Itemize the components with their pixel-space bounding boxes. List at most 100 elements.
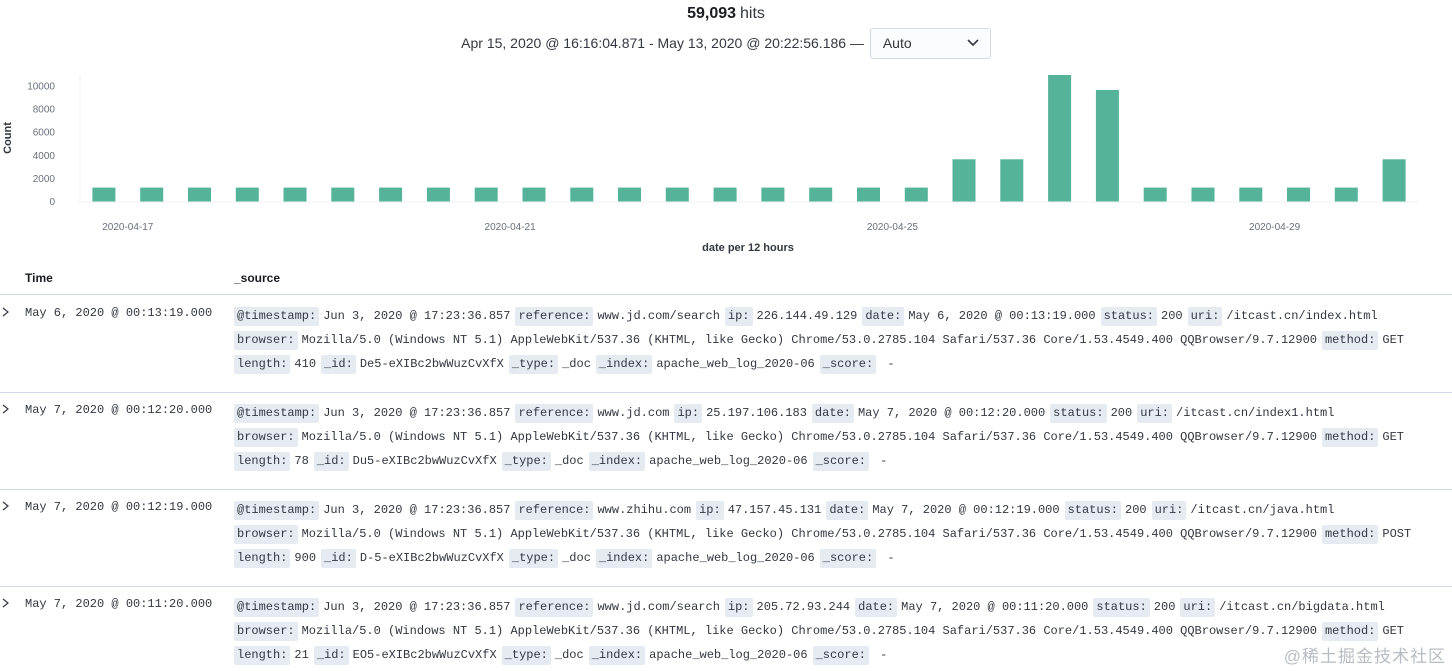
field-value: Mozilla/5.0 (Windows NT 5.1) AppleWebKit… — [301, 333, 1317, 347]
histogram-bar[interactable] — [379, 187, 403, 202]
x-axis: 2020-04-17 2020-04-21 2020-04-25 2020-04-29… — [80, 201, 1418, 233]
field-key: length: — [234, 452, 291, 471]
field-value: /itcast.cn/index1.html — [1176, 406, 1335, 420]
field-value: /itcast.cn/java.html — [1190, 503, 1335, 517]
time-range-text: Apr 15, 2020 @ 16:16:04.871 - May 13, 20… — [461, 35, 864, 52]
field-key: reference: — [515, 501, 594, 520]
histogram-bar[interactable] — [665, 187, 689, 202]
histogram-bar[interactable] — [570, 187, 594, 202]
field-value: GET — [1382, 624, 1405, 638]
field-key: _score: — [819, 355, 877, 374]
histogram-bars — [92, 75, 1406, 202]
histogram-bar[interactable] — [522, 187, 546, 202]
field-key: uri: — [1187, 307, 1223, 326]
hits-label: hits — [740, 5, 765, 22]
field-value: /itcast.cn/bigdata.html — [1219, 600, 1385, 614]
interval-select[interactable]: Auto — [869, 27, 991, 59]
field-key: _index: — [588, 452, 646, 471]
field-value: Mozilla/5.0 (Windows NT 5.1) AppleWebKit… — [301, 430, 1317, 444]
field-key: _index: — [588, 646, 646, 665]
y-axis-title: Count — [2, 122, 14, 154]
histogram-bar[interactable] — [809, 187, 833, 202]
histogram-bar[interactable] — [426, 187, 450, 202]
expand-row-icon[interactable] — [0, 499, 12, 513]
source-column-header: _source — [234, 271, 281, 285]
histogram-bar[interactable] — [140, 187, 164, 202]
field-key: _index: — [595, 549, 653, 568]
histogram-bar[interactable] — [618, 187, 641, 202]
expand-row-icon[interactable] — [0, 305, 12, 319]
field-value: - — [880, 551, 895, 565]
histogram-bar[interactable] — [235, 187, 259, 202]
field-value: apache_web_log_2020-06 — [649, 454, 808, 468]
time-column-header[interactable]: Time — [25, 271, 53, 285]
field-value: /itcast.cn/index.html — [1226, 309, 1378, 323]
field-key: _id: — [321, 549, 356, 568]
histogram-bar[interactable] — [904, 187, 928, 202]
field-key: status: — [1050, 404, 1107, 423]
histogram-bar[interactable] — [331, 187, 355, 202]
field-value: Mozilla/5.0 (Windows NT 5.1) AppleWebKit… — [301, 527, 1317, 541]
histogram-bar[interactable] — [1334, 187, 1358, 202]
x-axis-title: date per 12 hours — [702, 242, 794, 254]
field-key: ip: — [674, 404, 703, 423]
table-row[interactable]: May 7, 2020 @ 00:12:19.000 @timestamp: Jun… — [0, 490, 1452, 587]
histogram-bar[interactable] — [761, 187, 785, 202]
histogram-bar[interactable] — [857, 187, 880, 202]
field-value: 200 — [1110, 406, 1133, 420]
histogram-bar[interactable] — [1287, 187, 1310, 202]
histogram-bar[interactable] — [1048, 75, 1072, 202]
table-row[interactable]: May 7, 2020 @ 00:11:20.000 @timestamp: Jun… — [0, 587, 1452, 671]
field-key: @timestamp: — [234, 501, 320, 520]
field-value: May 7, 2020 @ 00:12:20.000 — [857, 406, 1046, 420]
field-value: _doc — [562, 357, 591, 371]
field-key: method: — [1321, 428, 1379, 447]
histogram-bar[interactable] — [1191, 187, 1215, 202]
histogram-bar[interactable] — [1095, 90, 1119, 202]
field-key: ip: — [696, 501, 724, 520]
histogram-bar[interactable] — [952, 159, 976, 202]
histogram-bar[interactable] — [474, 187, 498, 202]
field-value: EO5-eXIBc2bwWuzCvXfX — [352, 648, 497, 662]
histogram-bar[interactable] — [1382, 159, 1406, 202]
histogram-bar[interactable] — [1239, 187, 1263, 202]
field-key: _score: — [819, 549, 877, 568]
watermark: @稀土掘金技术社区 — [1283, 647, 1446, 666]
field-key: _score: — [812, 452, 869, 471]
y-tick-label: 2000 — [33, 174, 56, 185]
table-row[interactable]: May 7, 2020 @ 00:12:20.000 @timestamp: Jun… — [0, 393, 1452, 490]
histogram-bar[interactable] — [188, 187, 211, 202]
field-key: _type: — [501, 452, 551, 471]
field-key: ip: — [724, 307, 753, 326]
field-value: Jun 3, 2020 @ 17:23:36.857 — [323, 309, 511, 323]
field-key: date: — [826, 501, 869, 520]
histogram-bar[interactable] — [1143, 187, 1167, 202]
header-divider — [0, 294, 1452, 295]
field-value: GET — [1382, 430, 1405, 444]
field-key: browser: — [234, 428, 298, 447]
source-line: browser: Mozilla/5.0 (Windows NT 5.1) App… — [234, 524, 1449, 548]
table-row[interactable]: May 6, 2020 @ 00:13:19.000 @timestamp: Jun… — [0, 296, 1452, 393]
x-tick-label: 2020-04-25 — [867, 222, 919, 233]
field-value: De5-eXIBc2bwWuzCvXfX — [359, 357, 504, 371]
field-key: status: — [1064, 501, 1121, 520]
field-value: 900 — [294, 551, 317, 565]
field-key: ip: — [724, 598, 753, 617]
histogram-bar[interactable] — [713, 187, 737, 202]
field-value: 226.144.49.129 — [756, 309, 858, 323]
histogram-bar[interactable] — [283, 187, 307, 202]
row-source: @timestamp: Jun 3, 2020 @ 17:23:36.857 ref… — [234, 306, 1449, 378]
row-source: @timestamp: Jun 3, 2020 @ 17:23:36.857 ref… — [234, 597, 1449, 669]
field-value: apache_web_log_2020-06 — [649, 648, 808, 662]
field-value: GET — [1382, 333, 1405, 347]
field-key: _index: — [595, 355, 653, 374]
expand-row-icon[interactable] — [0, 596, 12, 610]
source-line: @timestamp: Jun 3, 2020 @ 17:23:36.857 ref… — [234, 306, 1449, 330]
histogram-bar[interactable] — [1000, 159, 1024, 202]
field-key: reference: — [515, 307, 594, 326]
expand-row-icon[interactable] — [0, 402, 12, 416]
histogram-bar[interactable] — [92, 187, 116, 202]
field-value: Jun 3, 2020 @ 17:23:36.857 — [323, 503, 511, 517]
source-line: length: 78 _id: Du5-eXIBc2bwWuzCvXfX _type: _… — [234, 451, 1449, 475]
